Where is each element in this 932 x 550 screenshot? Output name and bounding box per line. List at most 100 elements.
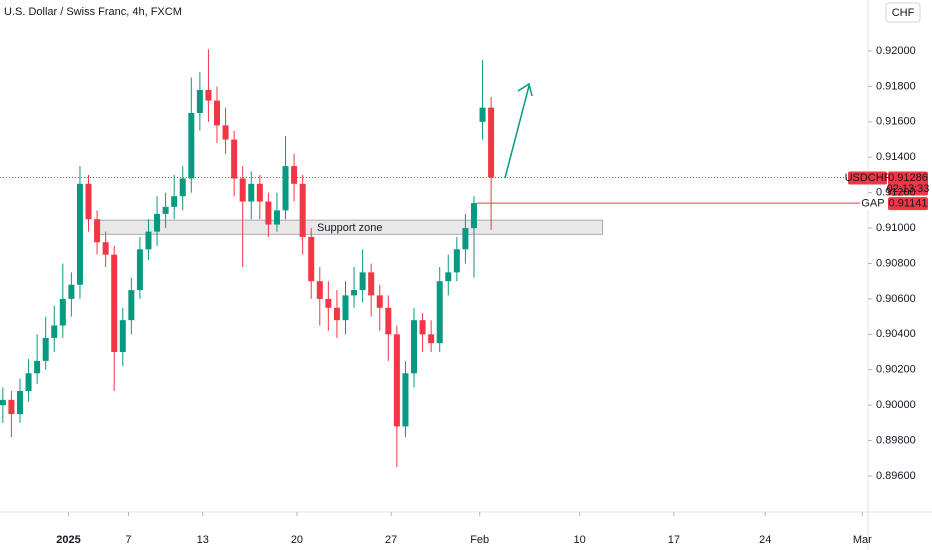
x-tick-label: 24 <box>759 534 771 546</box>
candle-body <box>470 203 477 229</box>
gap-price-value: 0.91141 <box>889 198 928 210</box>
y-tick-label: 0.90000 <box>876 399 916 411</box>
gap-label: GAP <box>861 198 884 210</box>
x-tick-label: 10 <box>573 534 585 546</box>
candle-body <box>179 178 186 197</box>
candle-body <box>248 183 255 202</box>
y-tick-label: 0.90600 <box>876 293 916 305</box>
price-tag-countdown: 02:13:33 <box>887 183 930 195</box>
candle-body <box>222 125 229 140</box>
candle-body <box>214 100 220 126</box>
candle-body <box>453 249 460 273</box>
candle-body <box>239 178 246 202</box>
candle-body <box>376 295 383 308</box>
candle-body <box>411 320 418 374</box>
x-tick-label: 7 <box>125 534 131 546</box>
candle-body <box>196 89 203 113</box>
y-tick-label: 0.89600 <box>876 470 916 482</box>
candle-body <box>205 89 212 101</box>
candle-body <box>385 307 392 335</box>
price-tag <box>888 171 928 196</box>
y-tick-label: 0.91600 <box>876 116 916 128</box>
y-tick-label: 0.89800 <box>876 434 916 446</box>
candle-body <box>85 183 92 220</box>
candle-body <box>445 272 452 282</box>
y-tick-label: 0.91000 <box>876 222 916 234</box>
x-tick-label: 17 <box>668 534 680 546</box>
candle-body <box>136 249 143 291</box>
candle-body <box>145 231 152 250</box>
candle-body <box>59 298 66 326</box>
x-tick-label: Mar <box>853 534 872 546</box>
candle-body <box>291 166 298 184</box>
candle-body <box>273 210 280 225</box>
candle-body <box>51 325 58 338</box>
chart-title: U.S. Dollar / Swiss Franc, 4h, FXCM <box>4 6 182 18</box>
candle-body <box>231 139 238 179</box>
candle-body <box>488 107 495 178</box>
x-tick-label: 2025 <box>56 534 80 546</box>
gap-price-tag <box>888 197 928 211</box>
candle-body <box>342 295 349 321</box>
y-tick-label: 0.90400 <box>876 328 916 340</box>
x-tick-label: 13 <box>197 534 209 546</box>
candle-body <box>119 320 126 353</box>
candle-body <box>8 399 15 415</box>
x-tick-label: 20 <box>291 534 303 546</box>
candle-body <box>154 213 161 232</box>
x-tick-label: Feb <box>470 534 489 546</box>
candle-body <box>462 228 469 250</box>
candle-body <box>299 183 306 237</box>
candle-body <box>325 298 332 308</box>
trend-arrow <box>504 82 533 179</box>
candle-body <box>316 281 323 299</box>
candle-body <box>368 272 375 296</box>
candle-body <box>188 112 195 179</box>
candle-body <box>419 320 426 335</box>
candle-body <box>76 183 83 285</box>
gap-tag-bg <box>860 197 886 211</box>
y-tick-label: 0.91400 <box>876 151 916 163</box>
candle-body <box>102 242 109 255</box>
candle-body <box>94 219 101 243</box>
candle-body <box>351 290 358 296</box>
candle-body <box>265 201 272 225</box>
candle-body <box>393 334 400 427</box>
candle-body <box>42 337 49 361</box>
arrow-line <box>504 85 530 179</box>
candle-body <box>25 373 32 391</box>
symbol-tag <box>848 171 887 185</box>
plot-area: Support zone <box>0 49 868 468</box>
candle-body <box>402 373 409 427</box>
y-tick-label: 0.91800 <box>876 80 916 92</box>
y-tick-label: 0.90200 <box>876 364 916 376</box>
arrow-head <box>517 82 533 97</box>
candle-body <box>359 272 366 291</box>
x-tick-label: 27 <box>385 534 397 546</box>
candle-body <box>428 334 435 344</box>
candle-body <box>68 284 75 299</box>
y-tick-label: 0.92000 <box>876 45 916 57</box>
candle-body <box>128 290 135 321</box>
support-zone-label: Support zone <box>317 222 382 234</box>
candle-body <box>256 183 263 202</box>
currency-label[interactable]: CHF <box>892 7 915 19</box>
candle-body <box>162 206 169 214</box>
candle-body <box>16 391 23 415</box>
candle-body <box>111 254 118 353</box>
symbol-tag-label: USDCHF <box>845 172 891 184</box>
candle-body <box>171 196 178 207</box>
price-tag-value: 0.91286 <box>888 172 928 184</box>
candle-body <box>479 107 486 122</box>
candle-body <box>34 360 41 374</box>
candle-body <box>308 236 315 282</box>
currency-button[interactable] <box>885 2 921 23</box>
candle-body <box>436 281 443 344</box>
y-tick-label: 0.91200 <box>876 187 916 199</box>
candle-body <box>333 307 340 321</box>
y-tick-label: 0.90800 <box>876 257 916 269</box>
candle-body <box>282 166 289 211</box>
candle-body <box>0 399 6 406</box>
